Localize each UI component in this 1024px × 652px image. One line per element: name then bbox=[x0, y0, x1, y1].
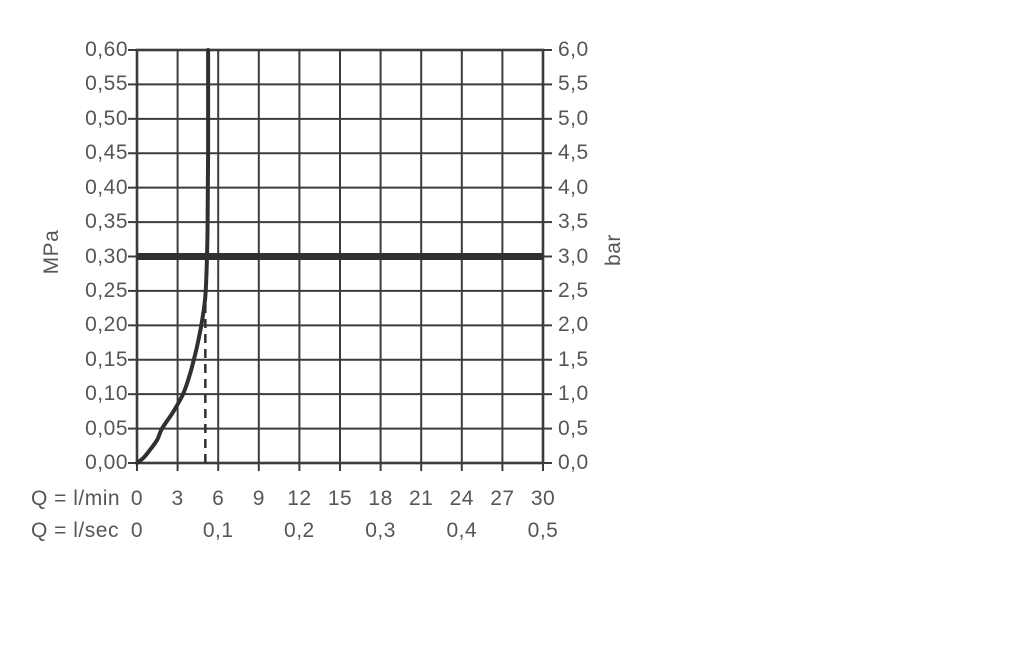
y-left-tick-label: 0,40 bbox=[85, 175, 128, 199]
y-right-tick-label: 0,5 bbox=[558, 416, 589, 440]
x-lmin-tick-label: 21 bbox=[409, 487, 434, 510]
x-lmin-tick-label: 12 bbox=[287, 487, 312, 510]
x-lmin-tick-label: 27 bbox=[490, 487, 515, 510]
y-left-tick-label: 0,50 bbox=[85, 106, 128, 130]
x-lsec-tick-label: 0 bbox=[130, 519, 144, 542]
y-right-tick-label: 2,0 bbox=[558, 313, 589, 337]
x-lmin-tick-label: 6 bbox=[212, 487, 225, 510]
x-lmin-tick-label: 24 bbox=[449, 487, 474, 510]
x-lmin-tick-label: 3 bbox=[171, 487, 184, 510]
x-axis-secondary-unit-prefix: Q = l/sec bbox=[31, 519, 119, 542]
y-right-tick-label: 6,0 bbox=[558, 38, 589, 61]
y-right-tick-label: 2,5 bbox=[558, 278, 589, 302]
x-lmin-tick-label: 30 bbox=[530, 487, 556, 510]
y-right-tick-label: 0,0 bbox=[558, 451, 589, 474]
y-left-tick-label: 0,45 bbox=[85, 141, 128, 165]
x-lmin-tick-label: 15 bbox=[327, 487, 353, 510]
flow-rate-curve bbox=[135, 48, 211, 465]
y-right-tick-label: 1,5 bbox=[558, 347, 589, 371]
y-left-tick-label: 0,15 bbox=[85, 347, 128, 371]
y-left-tick-label: 0,35 bbox=[85, 210, 128, 234]
x-lsec-tick-label: 0,4 bbox=[446, 519, 478, 542]
y-left-tick-label: 0,60 bbox=[85, 38, 128, 61]
y-left-tick-label: 0,20 bbox=[85, 313, 128, 337]
x-lmin-tick-label: 9 bbox=[252, 487, 265, 510]
y-right-tick-label: 3,5 bbox=[558, 210, 589, 234]
y-right-tick-label: 1,0 bbox=[558, 382, 589, 406]
y-left-tick-label: 0,05 bbox=[85, 416, 128, 440]
x-lsec-tick-label: 0,2 bbox=[284, 519, 315, 542]
y-left-tick-label: 0,10 bbox=[85, 382, 128, 406]
x-lmin-tick-label: 0 bbox=[130, 487, 144, 510]
x-lmin-tick-label: 18 bbox=[368, 487, 393, 510]
y-left-tick-label: 0,55 bbox=[85, 72, 128, 96]
x-lsec-tick-label: 0,3 bbox=[365, 519, 396, 542]
y-right-tick-label: 5,5 bbox=[558, 72, 589, 96]
x-lsec-tick-label: 0,5 bbox=[527, 519, 559, 542]
y-left-tick-label: 0,25 bbox=[85, 278, 128, 302]
axis-tick-marks bbox=[128, 49, 552, 471]
y-left-tick-label: 0,30 bbox=[85, 244, 128, 268]
y-right-tick-label: 5,0 bbox=[558, 106, 589, 130]
x-lsec-tick-label: 0,1 bbox=[202, 519, 234, 542]
y-right-tick-label: 3,0 bbox=[558, 244, 589, 268]
x-axis-primary-unit-prefix: Q = l/min bbox=[31, 487, 121, 510]
y-right-tick-label: 4,0 bbox=[558, 175, 589, 199]
y-right-tick-label: 4,5 bbox=[558, 141, 589, 165]
y-left-tick-label: 0,00 bbox=[85, 451, 128, 474]
